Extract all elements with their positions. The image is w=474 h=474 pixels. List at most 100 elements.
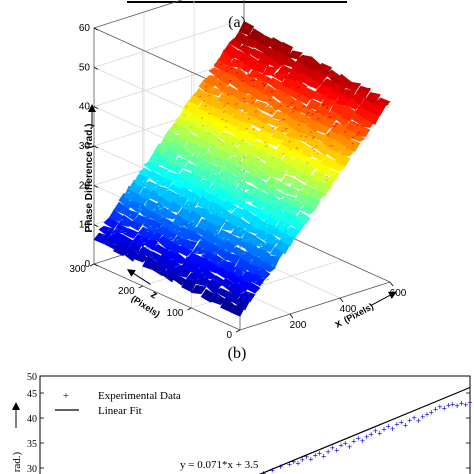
x-tick [339, 297, 344, 303]
surface-texture [228, 292, 232, 295]
surface-patch [221, 180, 238, 196]
surface-texture [232, 199, 236, 201]
surface-texture [264, 232, 267, 235]
surface-texture [227, 295, 231, 297]
surface-plot: 0 10 20 30 40 50 60 200 400 600 0 100 200 300 Phase D… [69, 0, 407, 341]
surface-texture [158, 193, 161, 196]
surface-texture [283, 223, 286, 226]
surface-texture [209, 212, 213, 215]
surface-texture [347, 91, 350, 93]
surface-texture [155, 179, 158, 182]
surface-patch [335, 73, 352, 88]
surface-texture [272, 126, 275, 129]
surface-patch [305, 175, 321, 188]
data-point: + [287, 460, 292, 470]
surface-texture [222, 183, 225, 186]
surface-texture [193, 240, 197, 243]
surface-texture [286, 105, 290, 108]
surface-texture [135, 216, 139, 218]
surface-texture [257, 255, 260, 258]
depth-tick-label: 200 [118, 286, 135, 297]
surface-texture [168, 186, 171, 188]
surface-texture [233, 149, 236, 151]
surface-texture [351, 142, 355, 145]
surface-texture [196, 250, 199, 253]
surface-texture [141, 180, 145, 183]
data-point: + [304, 452, 309, 462]
surface-texture [263, 84, 266, 86]
surface-texture [228, 285, 231, 287]
surface-texture [331, 77, 334, 80]
surface-texture [255, 172, 259, 174]
surface-texture [228, 176, 232, 179]
surface-patch [147, 231, 164, 241]
surface-texture [191, 220, 195, 222]
surface-texture [312, 136, 315, 138]
surface-texture [124, 231, 127, 234]
surface-texture [291, 72, 294, 75]
surface-patch [190, 284, 207, 295]
surface-patch [153, 166, 169, 178]
x-tick [389, 281, 394, 287]
surface-texture [351, 136, 355, 139]
surface-texture [234, 181, 237, 184]
surface-texture [211, 155, 214, 158]
data-point: + [364, 432, 369, 442]
surface-texture [311, 113, 314, 116]
surface-patch [261, 105, 278, 116]
surface-texture [288, 198, 292, 201]
surface-texture [325, 179, 329, 182]
surface-texture [328, 116, 332, 118]
surface-patch [294, 211, 311, 226]
surface-patch [349, 132, 366, 142]
surface-texture [200, 137, 203, 139]
data-point: + [368, 430, 373, 440]
surface-texture [297, 95, 300, 97]
surface-texture [245, 160, 249, 163]
surface-texture [146, 230, 149, 233]
surface-patch [325, 86, 342, 101]
surface-texture [144, 215, 147, 218]
surface-texture [139, 205, 142, 207]
surface-texture [357, 106, 361, 109]
surface-texture [187, 151, 190, 153]
surface-texture [251, 38, 255, 40]
surface-texture [189, 136, 193, 139]
surface-texture [158, 207, 162, 210]
surface-texture [220, 212, 223, 214]
surface-texture [279, 166, 283, 169]
surface-patch [197, 179, 213, 192]
surface-texture [255, 158, 258, 160]
surface-patch [118, 234, 134, 247]
y-tick-label: 30 [27, 464, 37, 474]
surface-texture [266, 225, 269, 228]
surface-patch [217, 131, 234, 144]
z-tick-label: 60 [79, 23, 91, 34]
surface-texture [234, 269, 237, 271]
surface-texture [265, 212, 268, 215]
surface-texture [181, 138, 184, 140]
surface-patch [226, 156, 243, 167]
surface-texture [139, 237, 143, 240]
surface-texture [261, 126, 264, 129]
surface-texture [265, 145, 268, 147]
surface-texture [221, 118, 224, 121]
surface-texture [309, 131, 312, 133]
surface-texture [231, 307, 235, 310]
data-point: + [381, 425, 386, 435]
surface-patch [183, 140, 199, 154]
surface-patch [289, 215, 306, 232]
surface-texture [162, 206, 165, 209]
surface-texture [312, 137, 315, 139]
surface-texture [197, 278, 200, 280]
surface-texture [166, 159, 169, 162]
x-tick-label: 600 [390, 288, 407, 299]
surface-texture [147, 247, 151, 249]
fit-equation: y = 0.071*x + 3.5 [180, 459, 259, 471]
surface-texture [177, 275, 181, 277]
surface-texture [173, 228, 177, 231]
surface-texture [170, 258, 174, 261]
surface-texture [163, 180, 166, 183]
surface-patch [309, 189, 326, 200]
surface-texture [207, 94, 210, 97]
